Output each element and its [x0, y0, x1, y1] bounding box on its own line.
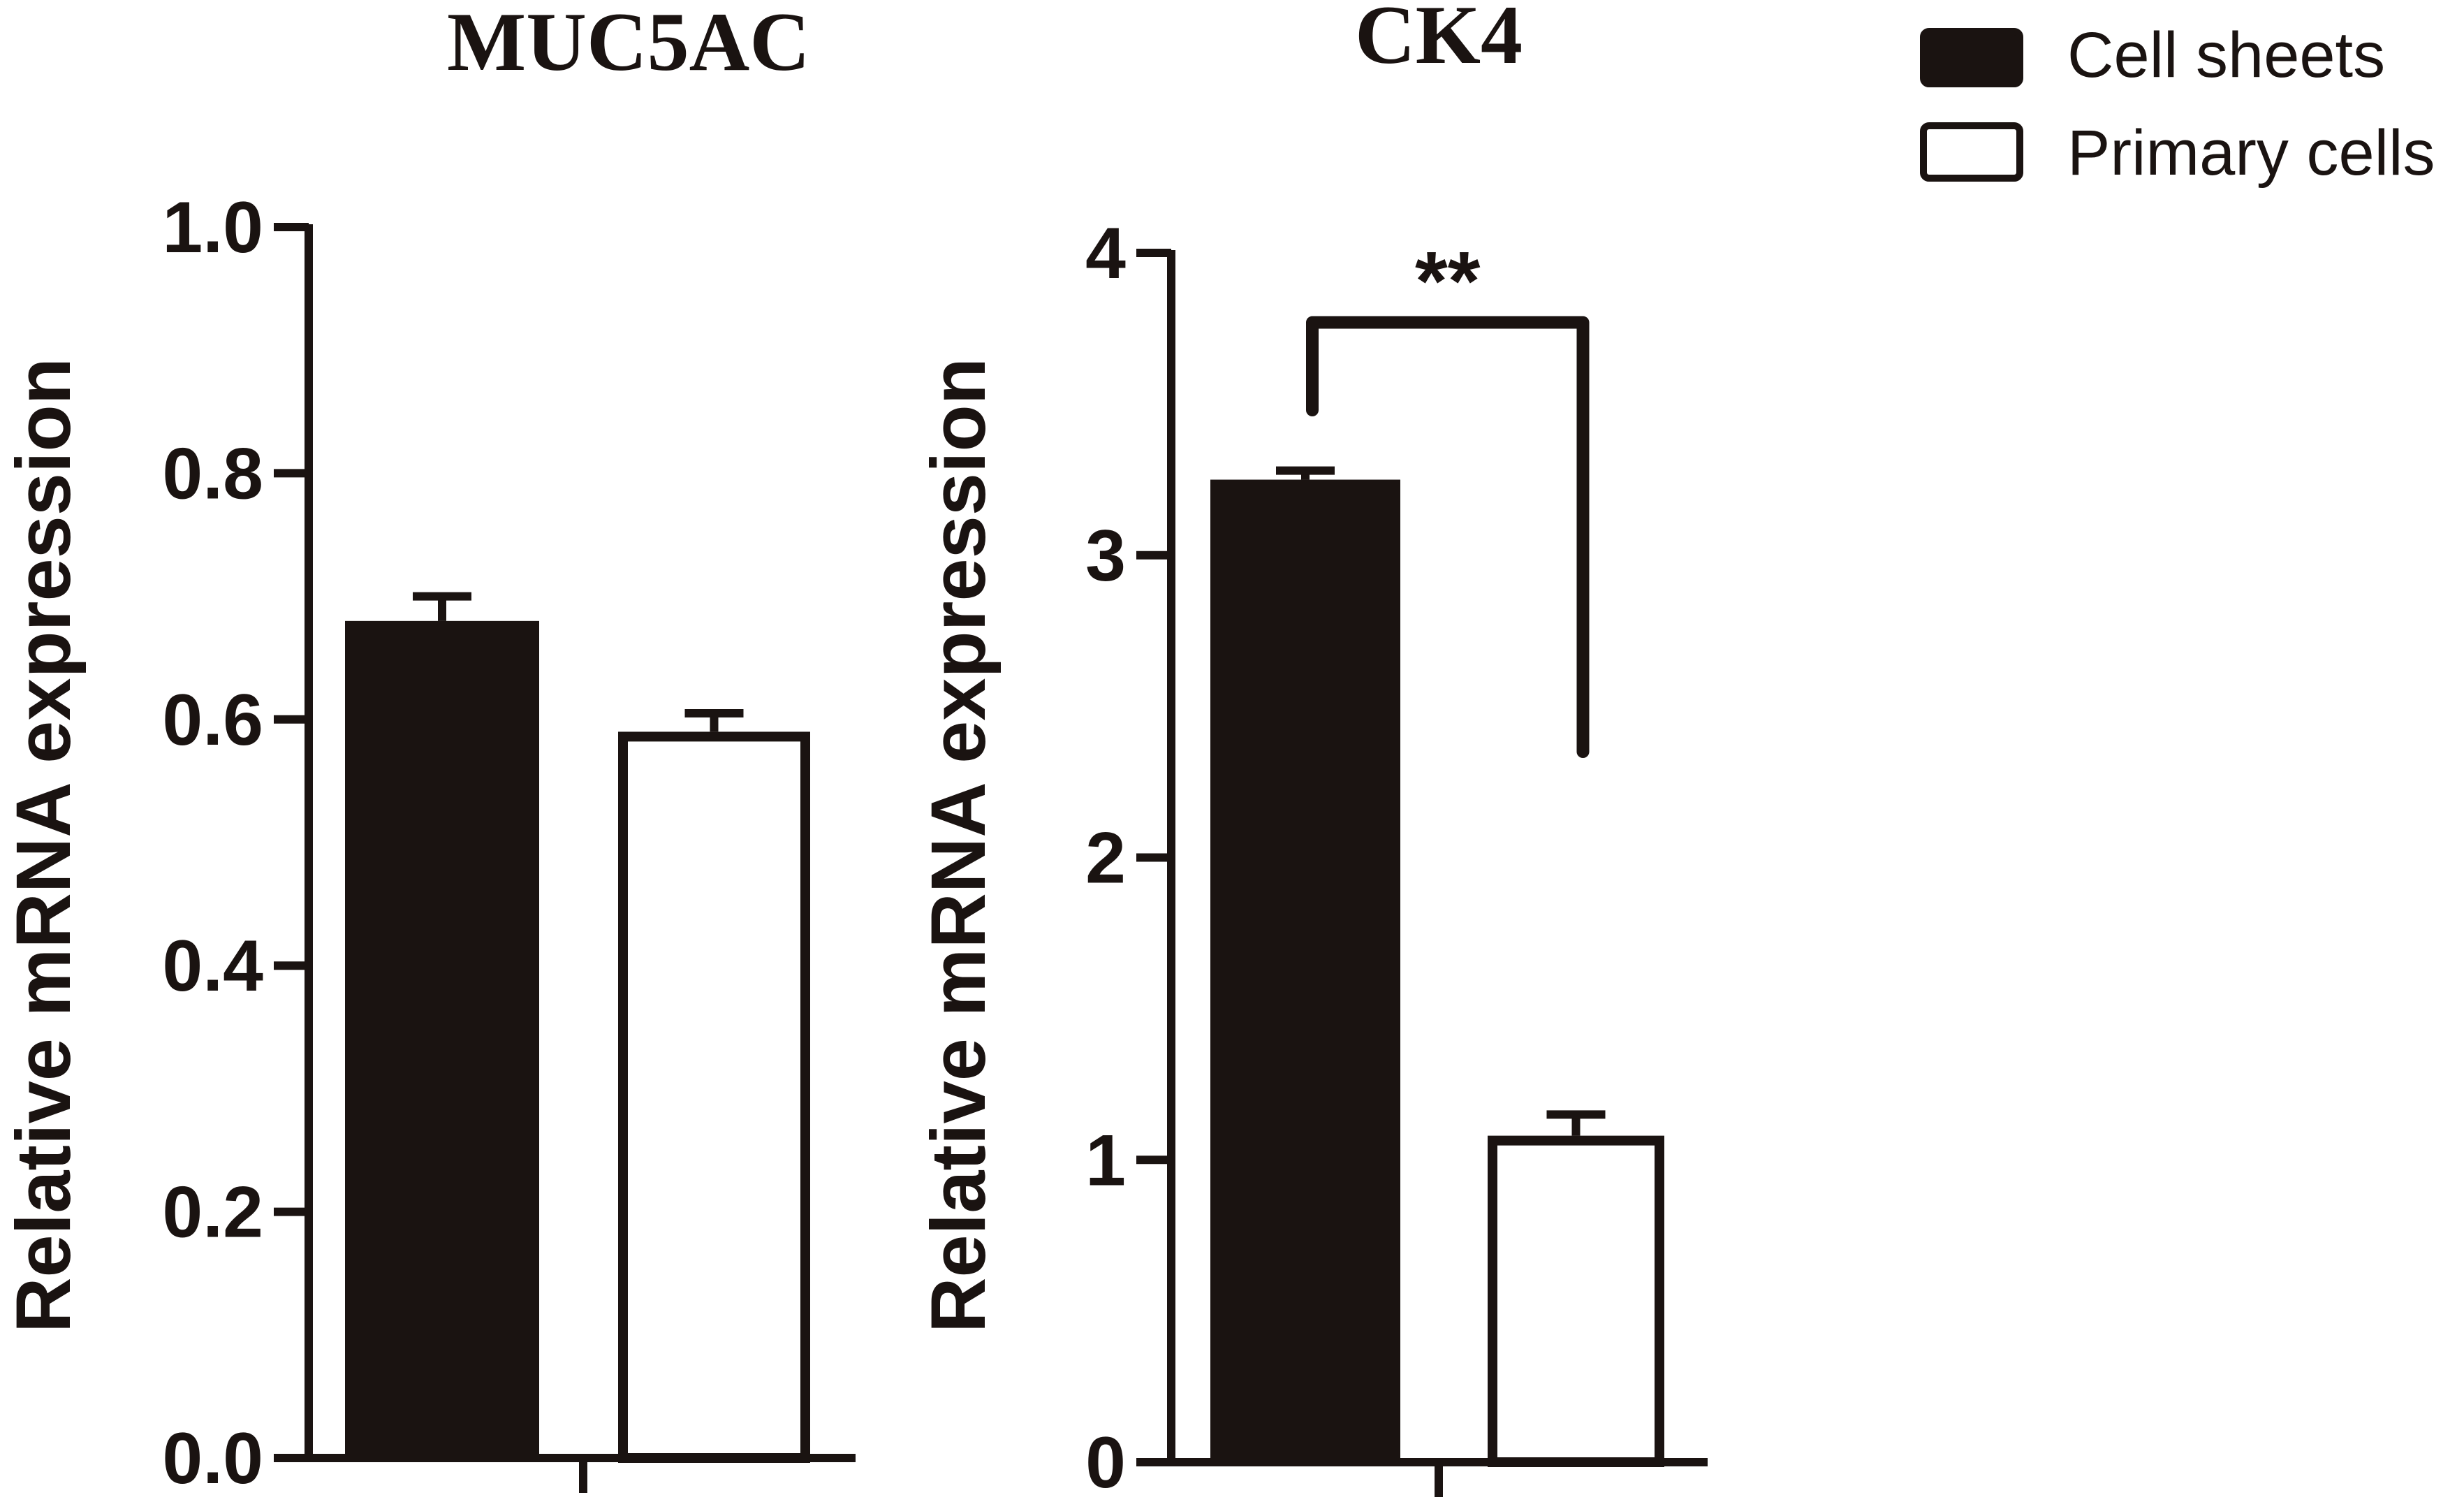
- bar-primary-cells: [618, 731, 810, 1463]
- y-tick-label: 0.2: [162, 1172, 263, 1253]
- legend-label-cell-sheets: Cell sheets: [2067, 20, 2385, 91]
- chart-marks: 0.0 0.2 0.4 0.6 0.8 1.0: [162, 187, 856, 1499]
- bar-cell-sheets: [345, 620, 539, 1458]
- y-tick-label: 3: [1085, 516, 1126, 597]
- bar-cell-sheets: [1210, 479, 1400, 1462]
- y-tick-label: 4: [1085, 213, 1126, 294]
- chart-panel-muc5ac: MUC5AC Relative mRNA expression 0.00.20.…: [1, 0, 856, 1499]
- y-tick-label: 1: [1085, 1120, 1126, 1201]
- legend-swatch-primary-cells: [1920, 122, 2023, 182]
- y-tick-label: 1.0: [162, 187, 263, 268]
- bar-primary-cells: [1488, 1135, 1664, 1467]
- chart-marks: 0 1 2 3 4 **: [1085, 213, 1708, 1503]
- y-tick-label: 0.4: [162, 926, 263, 1007]
- legend-swatch-cell-sheets: [1920, 28, 2023, 87]
- y-tick-label: 0.6: [162, 680, 263, 761]
- legend: Cell sheets Primary cells: [1920, 20, 2435, 189]
- y-axis-label: Relative mRNA expression: [916, 358, 1002, 1333]
- y-tick-label: 0.8: [162, 433, 263, 514]
- y-tick-label: 2: [1085, 818, 1126, 899]
- legend-label-primary-cells: Primary cells: [2067, 117, 2435, 189]
- chart-title: CK4: [1355, 0, 1523, 81]
- y-axis-label: Relative mRNA expression: [1, 358, 87, 1333]
- significance-bracket: [1306, 316, 1590, 759]
- chart-title: MUC5AC: [447, 0, 810, 88]
- y-tick-label: 0: [1085, 1422, 1126, 1503]
- significance-label: **: [1415, 235, 1481, 328]
- chart-panel-ck4: CK4 Relative mRNA expression 0 1 2 3 4 **: [916, 0, 1708, 1503]
- y-tick-label: 0.0: [162, 1418, 263, 1499]
